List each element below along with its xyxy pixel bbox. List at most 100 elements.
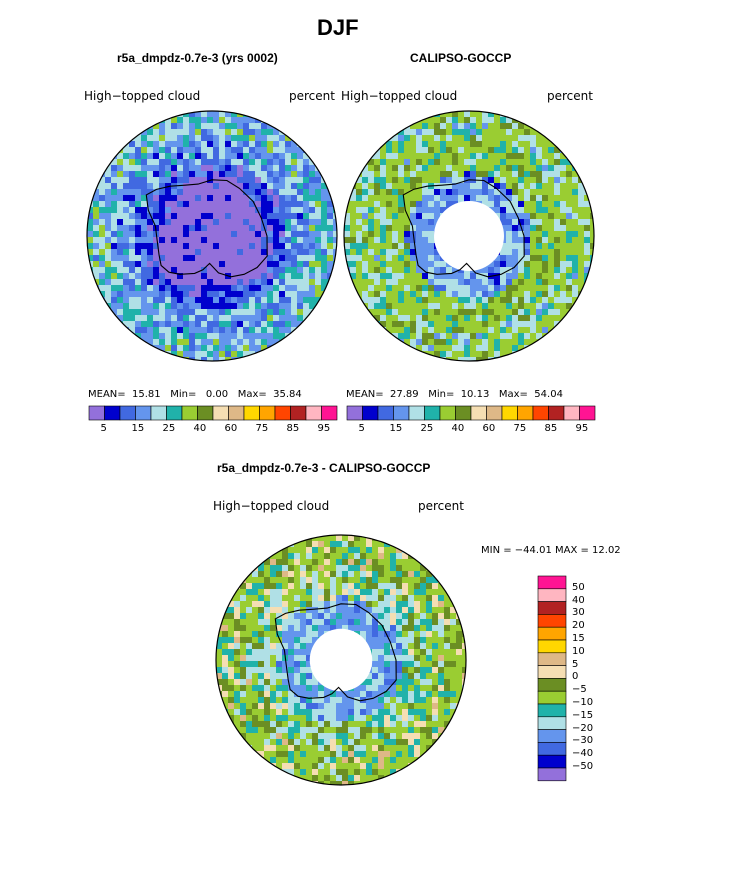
map-cell — [285, 327, 292, 334]
map-cell — [159, 321, 166, 328]
map-cell — [378, 541, 385, 548]
map-cell — [240, 733, 247, 740]
map-cell — [189, 255, 196, 262]
map-cell — [456, 679, 463, 686]
map-cell — [318, 757, 325, 764]
map-cell — [440, 327, 447, 334]
map-cell — [291, 303, 298, 310]
map-cell — [189, 339, 196, 346]
map-cell — [207, 147, 214, 154]
map-cell — [321, 255, 328, 262]
map-cell — [189, 171, 196, 178]
map-cell — [404, 165, 411, 172]
map-cell — [306, 709, 313, 716]
map-cell — [255, 171, 262, 178]
map-cell — [440, 291, 447, 298]
map-cell — [165, 213, 172, 220]
map-cell — [482, 357, 489, 361]
map-cell — [306, 589, 313, 596]
map-cell — [446, 123, 453, 130]
map-cell — [123, 225, 130, 232]
map-cell — [408, 601, 415, 608]
colorbar-box — [537, 588, 567, 602]
map-cell — [458, 183, 465, 190]
map-cell — [240, 637, 247, 644]
map-cell — [350, 189, 357, 196]
map-cell — [153, 201, 160, 208]
map-cell — [276, 571, 283, 578]
map-cell — [228, 649, 235, 656]
map-cell — [318, 751, 325, 758]
map-cell — [420, 679, 427, 686]
map-cell — [288, 595, 295, 602]
map-cell — [560, 285, 567, 292]
map-cell — [303, 285, 310, 292]
map-cell — [542, 231, 549, 238]
map-cell — [482, 267, 489, 274]
map-cell — [378, 565, 385, 572]
map-cell — [159, 201, 166, 208]
map-cell — [327, 213, 334, 220]
map-cell — [416, 123, 423, 130]
map-cell — [171, 309, 178, 316]
map-cell — [578, 207, 585, 214]
map-cell — [378, 703, 385, 710]
max-label: Max= — [498, 389, 528, 400]
map-cell — [584, 231, 591, 238]
map-cell — [452, 291, 459, 298]
map-cell — [189, 309, 196, 316]
map-cell — [396, 649, 403, 656]
map-cell — [414, 715, 421, 722]
colorbar-observed — [346, 405, 596, 421]
map-cell — [398, 279, 405, 286]
map-cell — [446, 177, 453, 184]
map-cell — [446, 333, 453, 340]
map-cell — [261, 171, 268, 178]
map-cell — [416, 315, 423, 322]
map-cell — [512, 255, 519, 262]
map-cell — [524, 153, 531, 160]
map-cell — [426, 697, 433, 704]
map-cell — [386, 309, 393, 316]
map-cell — [548, 219, 555, 226]
map-cell — [386, 201, 393, 208]
map-cell — [356, 177, 363, 184]
map-cell — [494, 261, 501, 268]
map-cell — [560, 189, 567, 196]
map-cell — [129, 183, 136, 190]
map-cell — [285, 321, 292, 328]
map-cell — [554, 171, 561, 178]
map-cell — [318, 631, 325, 638]
map-cell — [258, 679, 265, 686]
map-cell — [306, 673, 313, 680]
map-cell — [428, 261, 435, 268]
map-cell — [422, 255, 429, 262]
map-cell — [300, 643, 307, 650]
map-cell — [366, 565, 373, 572]
min-value: 0.00 — [205, 389, 229, 400]
map-cell — [372, 571, 379, 578]
map-cell — [384, 751, 391, 758]
map-cell — [396, 595, 403, 602]
map-cell — [422, 279, 429, 286]
map-cell — [171, 219, 178, 226]
map-cell — [273, 249, 280, 256]
map-cell — [291, 225, 298, 232]
map-cell — [512, 315, 519, 322]
map-cell — [336, 589, 343, 596]
map-cell — [416, 237, 423, 244]
map-cell — [408, 691, 415, 698]
panel1-title: r5a_dmpdz-0.7e-3 (yrs 0002) — [117, 51, 278, 65]
map-cell — [273, 339, 280, 346]
map-cell — [426, 715, 433, 722]
map-cell — [548, 225, 555, 232]
map-cell — [315, 201, 322, 208]
map-cell — [237, 345, 244, 352]
map-cell — [500, 159, 507, 166]
map-cell — [207, 327, 214, 334]
map-cell — [264, 595, 271, 602]
map-cell — [330, 751, 337, 758]
map-cell — [330, 763, 337, 770]
map-cell — [414, 625, 421, 632]
map-cell — [258, 589, 265, 596]
